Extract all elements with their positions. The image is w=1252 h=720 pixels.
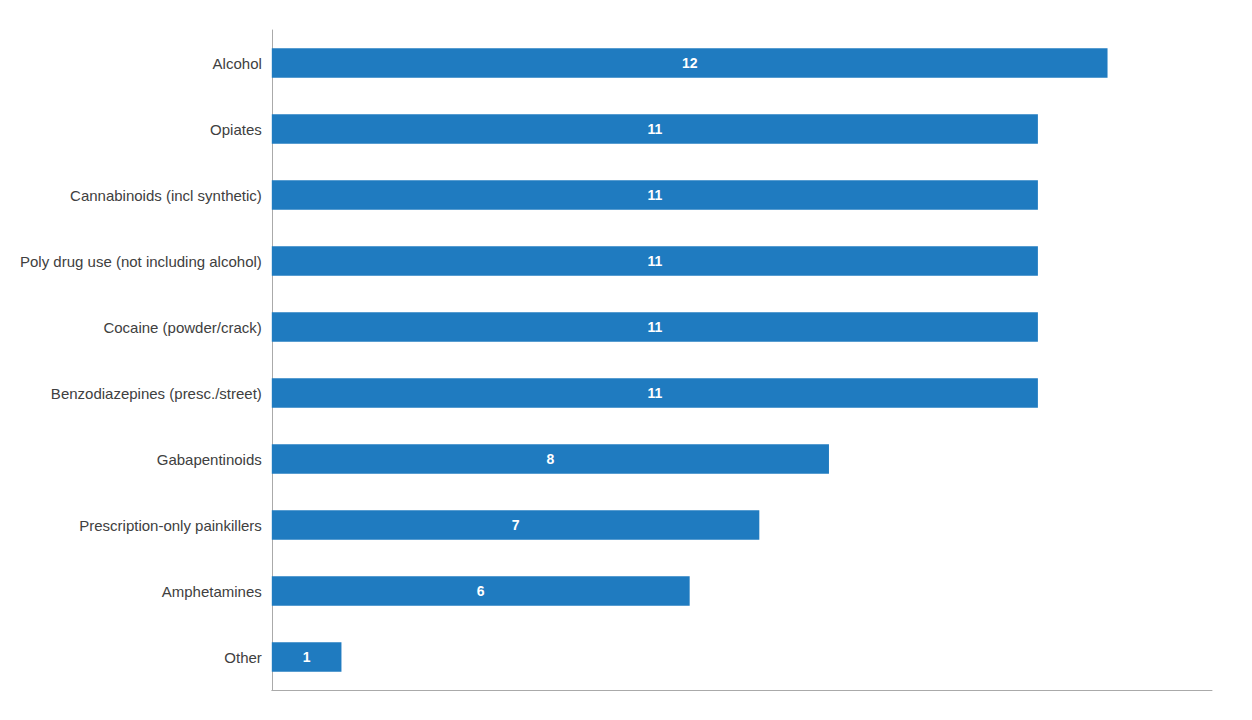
svg-text:6: 6 xyxy=(477,583,485,599)
svg-text:Cannabinoids (incl synthetic): Cannabinoids (incl synthetic) xyxy=(70,187,262,204)
svg-text:Alcohol: Alcohol xyxy=(213,55,262,72)
svg-text:1: 1 xyxy=(303,649,311,665)
svg-text:Other: Other xyxy=(224,649,262,666)
svg-text:Cocaine (powder/crack): Cocaine (powder/crack) xyxy=(103,319,261,336)
svg-text:Gabapentinoids: Gabapentinoids xyxy=(157,451,262,468)
svg-text:Benzodiazepines (presc./street: Benzodiazepines (presc./street) xyxy=(51,385,262,402)
svg-text:8: 8 xyxy=(546,451,554,467)
svg-text:Prescription-only painkillers: Prescription-only painkillers xyxy=(79,517,262,534)
svg-text:11: 11 xyxy=(647,121,662,137)
svg-text:12: 12 xyxy=(682,55,698,71)
svg-text:Opiates: Opiates xyxy=(210,121,262,138)
svg-text:11: 11 xyxy=(647,187,662,203)
svg-text:Amphetamines: Amphetamines xyxy=(162,583,262,600)
svg-text:Poly drug use (not including a: Poly drug use (not including alcohol) xyxy=(20,253,262,270)
svg-text:11: 11 xyxy=(647,319,662,335)
svg-text:7: 7 xyxy=(512,517,520,533)
svg-text:11: 11 xyxy=(647,253,662,269)
svg-text:11: 11 xyxy=(647,385,662,401)
